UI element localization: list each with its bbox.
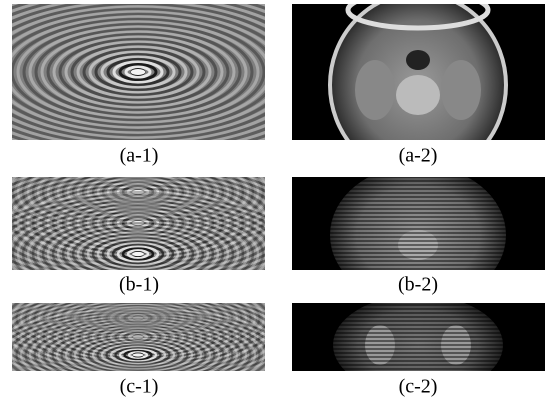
mri-panels bbox=[292, 0, 545, 395]
caption: (b-2) bbox=[398, 274, 438, 296]
figure: (a-1) (a-2) (b-1) (b-2) (c-1) (c-2) bbox=[0, 0, 556, 401]
ring-center bbox=[131, 69, 145, 75]
ring-center bbox=[132, 252, 144, 256]
caption: (b-1) bbox=[119, 274, 159, 296]
caption: (a-2) bbox=[399, 145, 438, 167]
caption: (c-2) bbox=[399, 376, 438, 398]
ring-center bbox=[133, 353, 144, 356]
caption: (a-1) bbox=[120, 145, 159, 167]
caption: (c-1) bbox=[120, 376, 159, 398]
